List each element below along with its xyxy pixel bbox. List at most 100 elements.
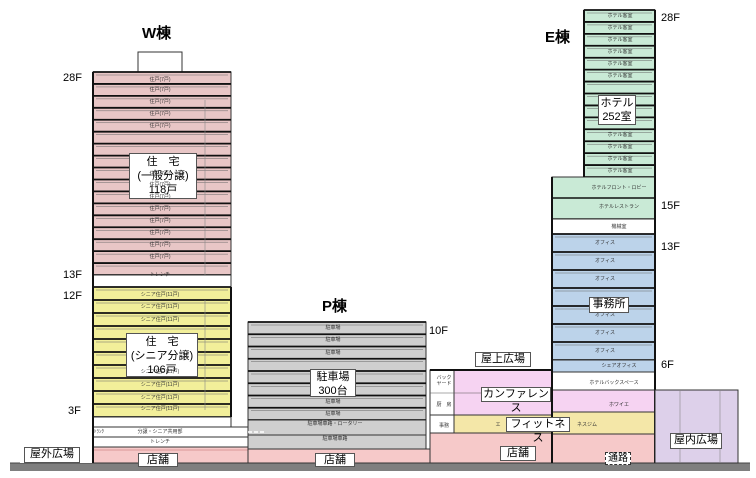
w-general-floor-label: 住戸(7戸) (149, 122, 171, 129)
w-common-side: ﾄﾗﾝｸ (93, 429, 104, 435)
w-senior-box-line1: 住 宅 (145, 336, 179, 348)
e-hotel-restaurant-label: ホテルレストラン (598, 204, 639, 210)
p-building-title: P棟 (322, 298, 348, 315)
w-floor-3f: 3F (68, 405, 81, 417)
w-general-floor-label: 住戸(7戸) (149, 218, 171, 225)
e-floor-6f: 6F (661, 359, 674, 371)
w-senior-floor-label-3f: シニア住戸(11戸) (140, 406, 180, 412)
e-office-floor-label: オフィス (595, 330, 615, 336)
w-senior-floor-label: シニア住戸(11戸) (140, 381, 180, 388)
e-floor-28f: 28F (661, 12, 680, 24)
podium-office-label: 事務 (438, 423, 449, 429)
rooftop-plaza-box: 屋上広場 (475, 352, 531, 367)
ground-band (10, 463, 750, 471)
w-general-floor-label: 住戸(7戸) (149, 182, 171, 189)
outdoor-plaza-box: 屋外広場 (24, 447, 80, 463)
w-general-floor-label: 住戸(7戸) (149, 86, 171, 93)
w-general-floor-label: 住戸(7戸) (149, 254, 171, 261)
w-general-box-line1: 住 宅 (146, 156, 180, 168)
e-foyer-floor (551, 389, 656, 413)
w-floor-13f: 13F (63, 269, 82, 281)
conference-box: カンファレンス (481, 387, 551, 414)
w-trench-label: トレンチ (149, 272, 170, 278)
p-parking-box: 駐車場 300台 (310, 369, 356, 397)
w-general-floor-label: 住戸(7戸) (149, 194, 171, 201)
w-senior-box-line3: 106戸 (147, 363, 177, 376)
e-shared-office-label: シェアオフィス (601, 363, 637, 369)
e-office-floor-label: オフィス (595, 258, 615, 264)
w-senior-floor-label: シニア住戸(11戸) (140, 394, 180, 401)
e-office-floor-label: オフィス (595, 348, 615, 354)
indoor-plaza-area (654, 389, 739, 464)
e-office-floor-label: オフィス (595, 240, 615, 246)
w-general-box-line2: (一般分譲) (137, 169, 189, 182)
e-hotel-floor-label: ホテル客室 (607, 12, 633, 19)
w-common-label: 分譲・シニア共用部 (137, 429, 183, 435)
p-floor-label: 駐車場 (325, 337, 341, 344)
gym-small-right: ネスジム (576, 422, 597, 428)
fitness-box: フィットネス (506, 417, 570, 444)
e-hotel-floor-label: ホテル客室 (607, 36, 633, 43)
e-hotel-floor-label: ホテル客室 (607, 60, 633, 67)
w-3f (92, 416, 232, 428)
e-hotel-box-line1: ホテル (600, 97, 634, 109)
podium-retail-box: 店舗 (500, 446, 536, 461)
p-floor-label: 駐車場 (325, 410, 341, 417)
w-senior-floor-label: シニア住戸(11戸) (140, 368, 180, 375)
e-hotel-floor-label: ホテル客室 (607, 168, 633, 175)
p-parking-box-line1: 駐車場 (316, 371, 350, 383)
w-general-floor-label: 住戸(7戸) (149, 230, 171, 237)
podium-kitchen-label: 厨 房 (436, 402, 452, 408)
e-retail-floor (551, 433, 656, 464)
p-floor-label: 駐車場 (325, 325, 341, 332)
w-general-floor-label: 住戸(7戸) (149, 98, 171, 105)
e-hotel-floor-label: ホテル客室 (607, 156, 633, 163)
p-ramp-label: 駐車場車路・ロータリー (307, 421, 363, 427)
e-passage-box: 通路 (605, 452, 631, 465)
p-ramp-label-2: 駐車場車路 (322, 436, 348, 442)
e-backyard-label: ホテルバックスペース (589, 380, 639, 386)
w-retail-box: 店舗 (138, 453, 178, 467)
podium-backyard-label: バック ヤード (436, 375, 452, 387)
w-general-floor-label: 住戸(7戸) (149, 170, 171, 177)
w-senior-floor-label: シニア住戸(11戸) (140, 303, 180, 310)
e-office-floor-label: オフィス (595, 312, 615, 318)
e-hotel-floor-label: ホテル客室 (607, 144, 633, 151)
w-general-box-line3: 118戸 (148, 183, 178, 196)
w-senior-floor-label: シニア住戸(11戸) (140, 316, 180, 323)
w-roof-label: 住戸(7戸) (149, 77, 171, 83)
e-hotel-floor-label: ホテル客室 (607, 48, 633, 55)
e-hotel-box-line2: 252室 (602, 110, 632, 123)
e-foyer-label: ホワイエ (609, 402, 629, 408)
e-hotel-box: ホテル 252室 (598, 95, 636, 125)
w-general-floor-label: 住戸(7戸) (149, 206, 171, 213)
w-floor-28f: 28F (63, 72, 82, 84)
e-hotel-floor-label: ホテル客室 (607, 24, 633, 31)
e-machine-room-label: 機械室 (611, 224, 627, 230)
indoor-plaza-box: 屋内広場 (670, 433, 722, 449)
e-floor-13f: 13F (661, 241, 680, 253)
w-senior-floor-label: シニア住戸(11戸) (140, 292, 180, 298)
e-tower-title: E棟 (545, 29, 571, 46)
p-floor-label: 駐車場 (325, 349, 341, 356)
w-general-floor-label: 住戸(7戸) (149, 110, 171, 117)
p-parking-box-line2: 300台 (318, 384, 348, 397)
p-floor-10f: 10F (429, 325, 448, 337)
w-senior-box-line2: (シニア分譲) (130, 349, 194, 362)
w-floor-12f: 12F (63, 290, 82, 302)
w-general-floor-label: 住戸(7戸) (149, 242, 171, 249)
e-hotel-front-label: ホテルフロント・ロビー (591, 185, 647, 191)
e-floor-15f: 15F (661, 200, 680, 212)
fitness-small-left: エ (495, 422, 501, 428)
w-tower-title: W棟 (142, 25, 172, 42)
e-hotel-floor-label: ホテル客室 (607, 132, 633, 139)
w-trench-label-2: トレンチ (149, 439, 170, 445)
w-senior-housing-box: 住 宅 (シニア分譲) 106戸 (126, 333, 198, 377)
p-retail-box: 店舗 (315, 453, 355, 467)
e-hotel-floor-label: ホテル客室 (607, 72, 633, 79)
w-general-housing-box: 住 宅 (一般分譲) 118戸 (129, 153, 197, 199)
e-office-floor-label: オフィス (595, 276, 615, 282)
e-office-box: 事務所 (589, 297, 629, 313)
